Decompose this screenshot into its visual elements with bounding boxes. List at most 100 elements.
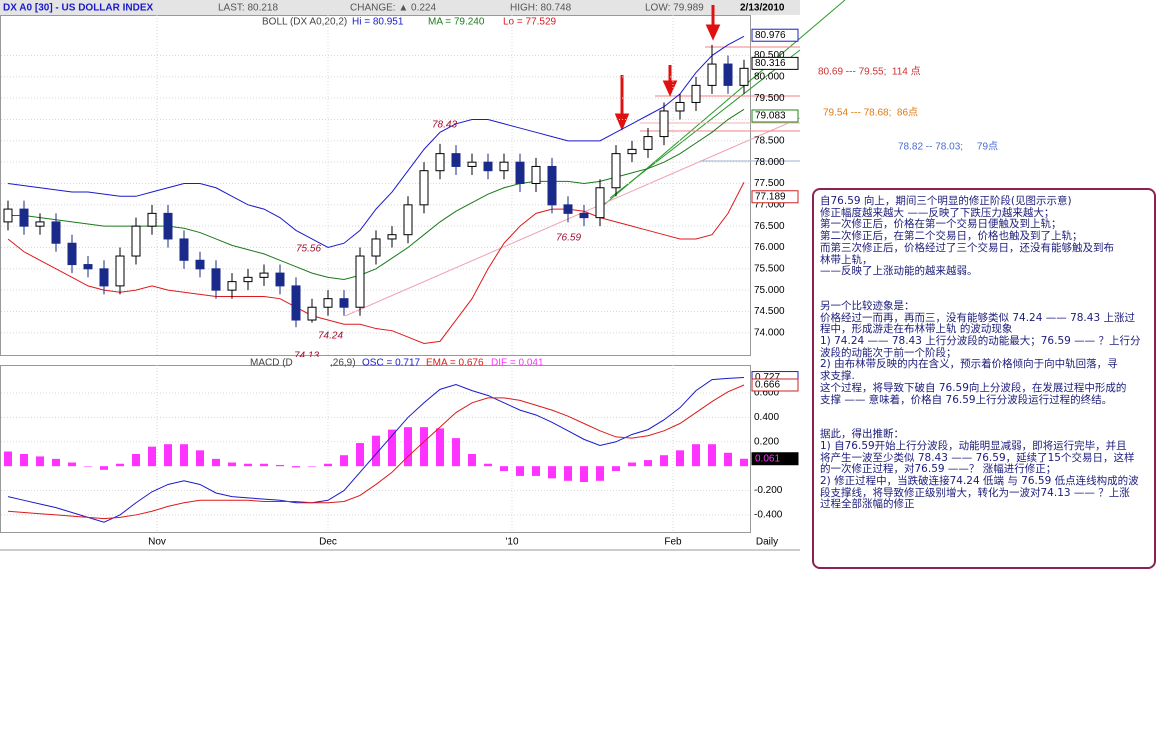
price-box-label: 77.189 [755,191,786,202]
macd-line [7,377,745,523]
candle-body [531,165,541,185]
histogram-bar [372,435,380,467]
note-line: 自76.59 向上，期间三个明显的修正阶段(见图示示意) [820,195,1072,207]
x-tick-label: Nov [148,537,166,548]
candle-body [691,84,701,103]
histogram-bar [484,463,492,467]
histogram-bar [436,428,444,467]
note-paragraph: 自76.59 向上，期间三个明显的修正阶段(见图示示意) 修正幅度越来越大 ——反… [820,195,1154,278]
candle-body [371,238,381,257]
histogram-bar [212,458,220,467]
y-tick-label: 74.000 [754,327,785,338]
arrow-head [705,24,721,41]
candle-body [3,208,13,223]
price-box-label: 80.316 [755,58,786,69]
header-item: LAST: 80.218 [218,3,278,14]
candle-body [195,259,205,270]
price-box-label: 79.083 [755,111,786,122]
candle-body [307,306,317,321]
candle-body [675,101,685,112]
note-line: 求支撑. [820,370,855,383]
header-bar [0,0,800,15]
price-box-label: 80.976 [755,30,786,41]
note-line: 第一次修正后，价格在第一个交易日便触及到上轨； [820,218,1062,231]
note-line: 2) 由布林带反映的内在含义，预示着价格倾向于向中轨回落，寻 [820,358,1118,371]
candle-body [323,298,333,308]
macd-box [751,452,799,466]
histogram-bar [468,453,476,467]
boll-legend: BOLL (DX A0,20,2) [262,17,347,28]
candle-body [51,221,61,244]
signal-line [7,384,745,520]
histogram-bar [596,466,604,481]
boll-legend: MA = 79.240 [428,17,485,28]
annotation: 76.59 [556,233,581,244]
macd-box-label: 0.061 [755,453,780,464]
note-line: 这个过程，将导致下破自 76.59向上分波段，在发展过程中形成的 [820,381,1127,394]
trend-lines [344,0,846,317]
histogram-bar [580,466,588,483]
histogram-bar [340,455,348,467]
note-line: 的一次修正过程，对76.59 ——？ 涨幅进行修正； [820,463,1057,476]
note-line: 据此，得出推断： [820,428,904,441]
candle-body [179,238,189,261]
y-tick-label: 0.600 [754,388,779,399]
note-line: 另一个比较迹象是： [820,299,915,312]
annotation: 74.13 [294,351,319,362]
histogram-bar [36,456,44,467]
note-paragraph: 另一个比较迹象是： 价格经过一而再，再而三，没有能够类似 74.24 —— 78.… [820,299,1154,406]
y-tick-label: 74.500 [754,306,785,317]
candle-body [35,221,45,227]
histogram-bar [612,466,620,472]
candle-body [163,212,173,240]
histogram-bar [260,463,268,467]
annotation: 75.56 [296,244,321,255]
y-tick-label: 80.000 [754,71,785,82]
candle-body [419,170,429,206]
price-panel [0,15,751,356]
macd-panel [0,365,751,533]
candle-body [547,165,557,206]
arrow-head [614,113,630,131]
y-tick-label: 78.000 [754,157,785,168]
histogram-bar [20,453,28,467]
histogram-bar [132,453,140,467]
y-tick-label: 75.000 [754,285,785,296]
candle-body [659,110,669,138]
macd-box [751,378,799,392]
histogram-bar [452,438,460,467]
candle-body [131,225,141,257]
histogram-bar [228,462,236,467]
note-line: 段支撑线，将导致修正级别增大，转化为一波对74.13 —— ？上涨 [820,486,1130,499]
histogram-bar [564,466,572,481]
note-line: 将产生一波至少类似 78.43 —— 76.59，延续了15个交易日，这样 [820,451,1135,464]
candle-body [83,264,93,270]
candle-body [19,208,29,227]
macd-box-label: 0.666 [755,380,780,391]
y-tick-label: -0.200 [754,485,783,496]
histogram-bar [292,466,300,468]
candle-body [611,153,621,189]
chart-title: DX A0 [30] - US DOLLAR INDEX [3,3,154,14]
y-tick-label: 77.500 [754,178,785,189]
note-line: 修正幅度越来越大 ——反映了下跌压力越来越大； [820,206,1055,219]
histogram-bar [644,460,652,467]
histogram-bar [244,463,252,467]
candle-body [67,242,77,266]
candle-body [99,268,109,287]
histogram-bar [740,458,748,467]
header-item: LOW: 79.989 [645,3,704,14]
histogram-bar [52,458,60,467]
candle-body [515,161,525,185]
candle-body [147,212,157,227]
x-tick-label: Daily [756,537,778,548]
y-tick-label: 76.000 [754,242,785,253]
histogram-bar [420,427,428,467]
candle-body [643,136,653,150]
y-tick-label: 79.500 [754,93,785,104]
candle-body [579,212,589,219]
histogram-bar [660,455,668,467]
price-box [751,109,799,123]
note-line: 1) 自76.59开始上行分波段，动能明显减弱，即将运行完毕，并且 [820,439,1127,452]
note-line: 价格经过一而再，再而三，没有能够类似 74.24 —— 78.43 上涨过 [820,311,1135,324]
